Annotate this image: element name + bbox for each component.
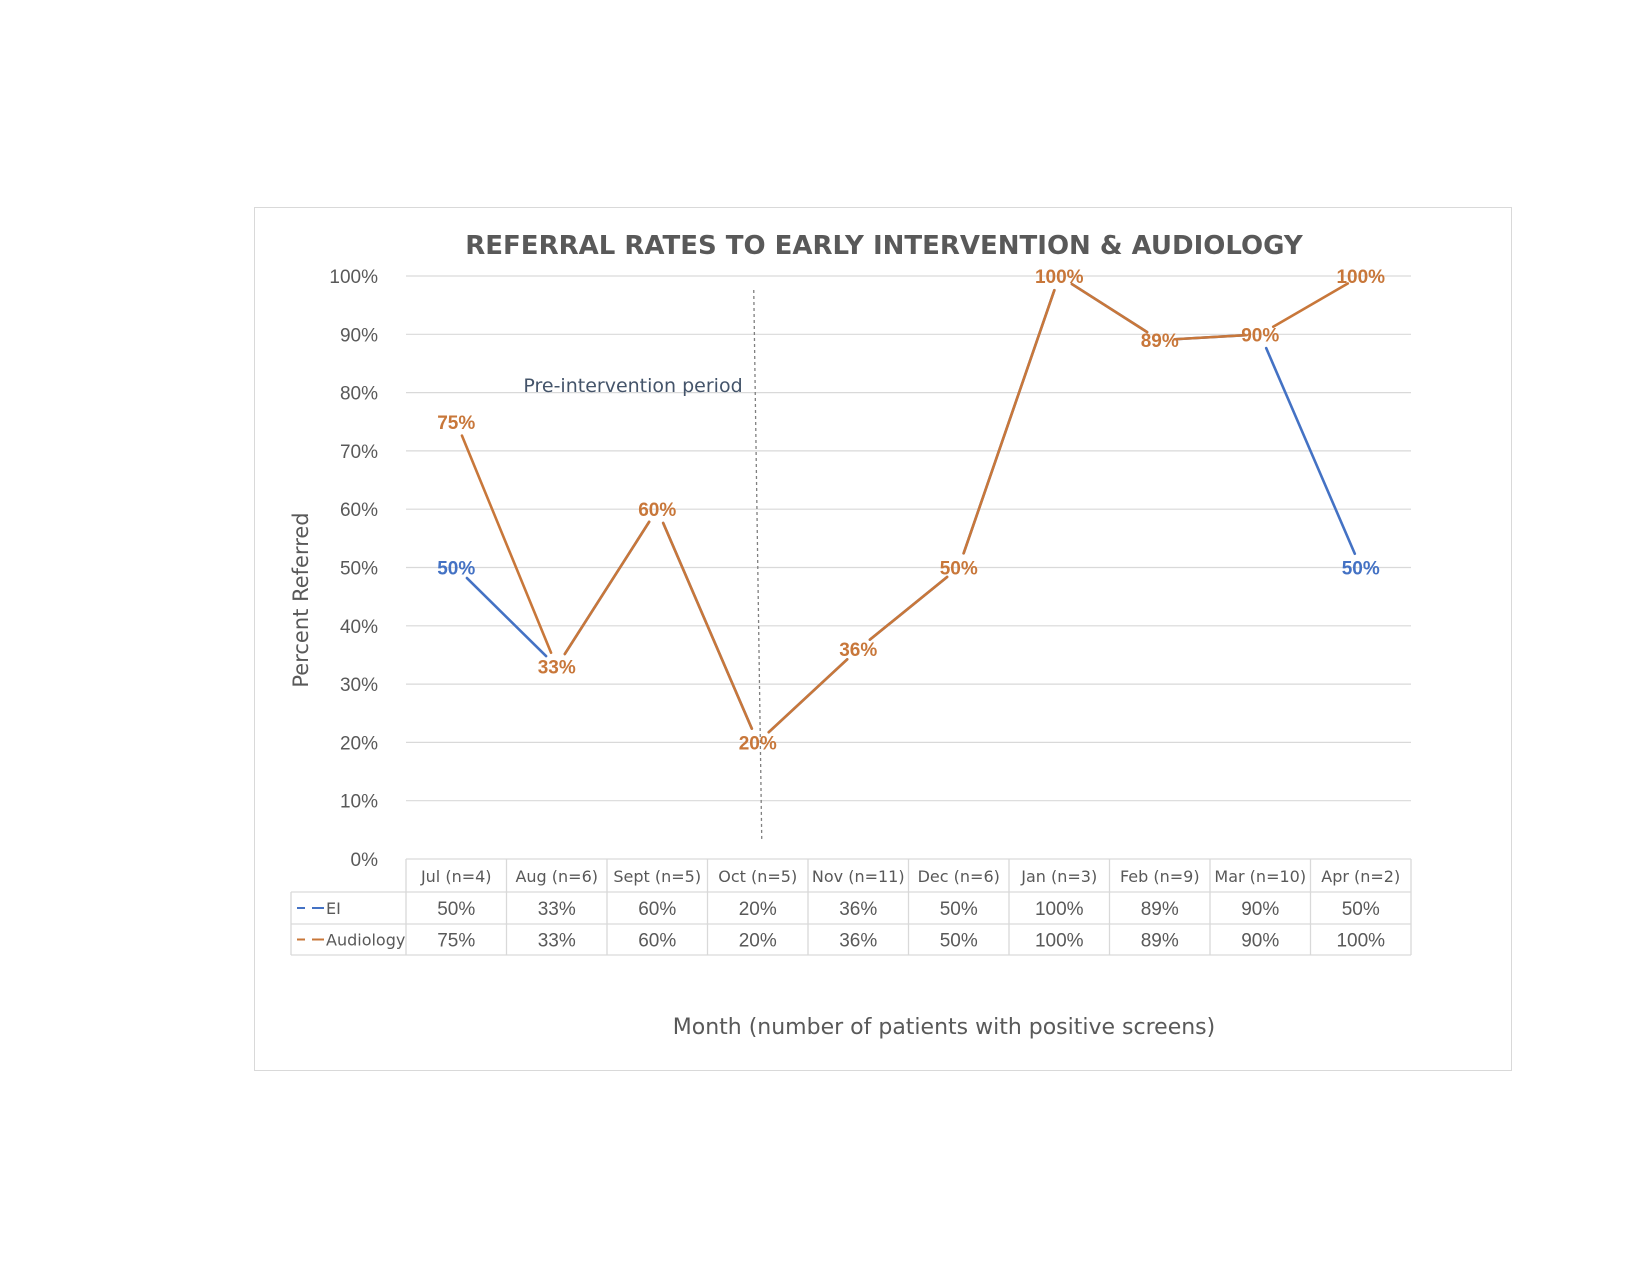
y-tick-label: 60%: [340, 500, 378, 521]
data-label-audiology: 90%: [1241, 325, 1279, 346]
series-line-audiology: [1271, 282, 1350, 329]
x-category-label: Aug (n=6): [515, 867, 598, 886]
table-cell: 50%: [1342, 899, 1380, 920]
table-cell: 89%: [1141, 899, 1179, 920]
y-tick-label: 100%: [329, 267, 378, 288]
y-tick-label: 80%: [340, 384, 378, 405]
y-axis-ticks: 0% 10% 20% 30% 40% 50% 60% 70% 80% 90% 100%: [329, 267, 378, 871]
x-category-label: Sept (n=5): [613, 867, 701, 886]
x-category-label: Mar (n=10): [1214, 867, 1306, 886]
data-label-audiology: 75%: [437, 413, 475, 434]
y-tick-label: 10%: [340, 792, 378, 813]
series-line-ei: [465, 576, 548, 658]
data-label-audiology: 60%: [638, 500, 676, 521]
y-tick-label: 90%: [340, 325, 378, 346]
table-cell: 60%: [638, 931, 676, 952]
series-line-audiology: [460, 434, 553, 655]
table-cell: 20%: [739, 899, 777, 920]
table-cell: 60%: [638, 899, 676, 920]
y-tick-label: 40%: [340, 617, 378, 638]
table-cell: 100%: [1336, 931, 1385, 952]
pre-intervention-annotation: Pre-intervention period: [523, 375, 742, 397]
x-category-label: Jul (n=4): [420, 867, 492, 886]
x-category-label: Nov (n=11): [812, 867, 905, 886]
table-cell: 90%: [1241, 931, 1279, 952]
table-cell: 75%: [437, 931, 475, 952]
data-label-audiology: 36%: [839, 640, 877, 661]
data-label-audiology: 89%: [1141, 331, 1179, 352]
legend-label-audiology: Audiology: [326, 931, 405, 950]
x-category-label: Apr (n=2): [1321, 867, 1400, 886]
y-axis-label: Percent Referred: [289, 512, 313, 687]
series-line-ei: [1264, 346, 1357, 556]
chart-svg: REFERRAL RATES TO EARLY INTERVENTION & A…: [289, 231, 1412, 1040]
x-category-label: Jan (n=3): [1020, 867, 1097, 886]
y-tick-label: 30%: [340, 675, 378, 696]
table-cell: 50%: [437, 899, 475, 920]
data-label-audiology: 100%: [1035, 267, 1084, 288]
table-cell: 100%: [1035, 931, 1084, 952]
x-category-label: Dec (n=6): [918, 867, 1000, 886]
x-axis-label: Month (number of patients with positive …: [673, 1015, 1215, 1040]
data-table: Jul (n=4) Aug (n=6) Sept (n=5) Oct (n=5) Nov…: [290, 858, 1412, 956]
data-label-audiology: 20%: [739, 733, 777, 754]
table-cell: 36%: [839, 931, 877, 952]
table-cell: 20%: [739, 931, 777, 952]
data-labels: 50% 75% 33% 60% 20% 36% 50% 100% 89% 90% 50% 100%: [437, 267, 1385, 754]
data-label-audiology: 100%: [1336, 267, 1385, 288]
series-line-audiology: [868, 575, 949, 641]
x-category-label: Oct (n=5): [718, 867, 797, 886]
table-cell: 50%: [940, 899, 978, 920]
chart-frame: REFERRAL RATES TO EARLY INTERVENTION & A…: [254, 207, 1512, 1071]
series-lines: [460, 282, 1357, 734]
series-line-audiology: [1070, 282, 1149, 334]
table-cell: 36%: [839, 899, 877, 920]
data-label-ei: 50%: [437, 559, 475, 580]
chart-title: REFERRAL RATES TO EARLY INTERVENTION & A…: [465, 231, 1304, 261]
data-label-ei: 50%: [1342, 559, 1380, 580]
series-line-audiology: [563, 520, 651, 656]
legend-label-ei: EI: [326, 899, 341, 918]
y-tick-label: 70%: [340, 442, 378, 463]
table-cell: 89%: [1141, 931, 1179, 952]
series-line-audiology: [661, 521, 754, 730]
data-label-audiology: 50%: [940, 559, 978, 580]
data-label-audiology: 33%: [538, 658, 576, 679]
y-tick-label: 0%: [351, 850, 379, 871]
series-line-audiology: [962, 288, 1056, 555]
series-line-audiology: [1173, 333, 1247, 341]
table-cell: 33%: [538, 899, 576, 920]
gridlines: [406, 275, 1411, 802]
table-cell: 33%: [538, 931, 576, 952]
table-cell: 100%: [1035, 899, 1084, 920]
x-category-label: Feb (n=9): [1120, 867, 1200, 886]
series-line-audiology: [767, 658, 849, 734]
y-tick-label: 50%: [340, 559, 378, 580]
table-cell: 50%: [940, 931, 978, 952]
table-cell: 90%: [1241, 899, 1279, 920]
pre-intervention-divider: [753, 289, 763, 841]
y-tick-label: 20%: [340, 733, 378, 754]
